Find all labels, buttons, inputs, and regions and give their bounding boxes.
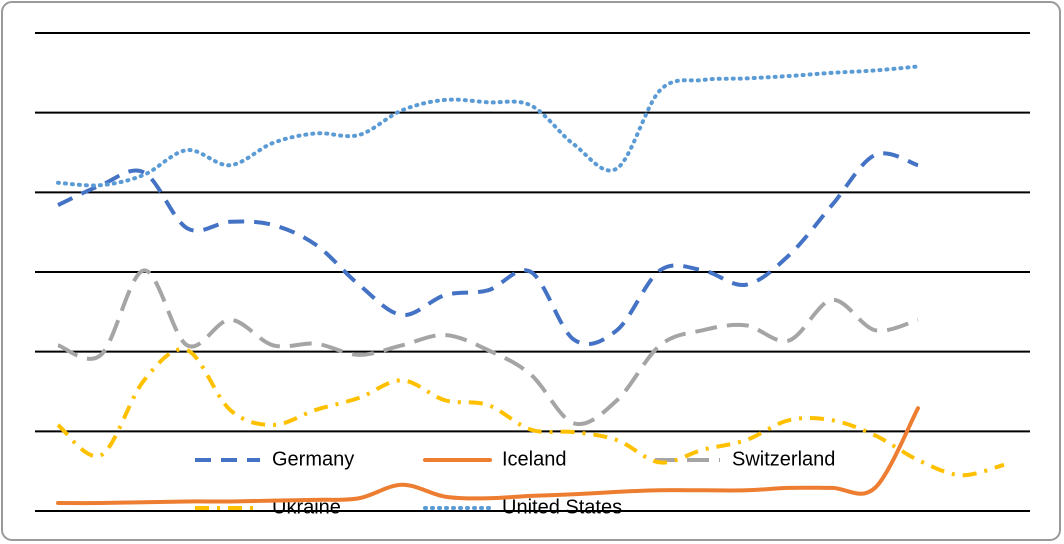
series-line [57, 268, 919, 427]
series-line [56, 347, 1005, 478]
legend-label: United States [502, 496, 622, 518]
legend-label: Iceland [502, 448, 567, 470]
legend-label: Germany [272, 448, 354, 470]
series-line [56, 64, 920, 188]
series-line [57, 151, 919, 346]
series-line [56, 406, 920, 506]
legend-label: Switzerland [732, 448, 835, 470]
